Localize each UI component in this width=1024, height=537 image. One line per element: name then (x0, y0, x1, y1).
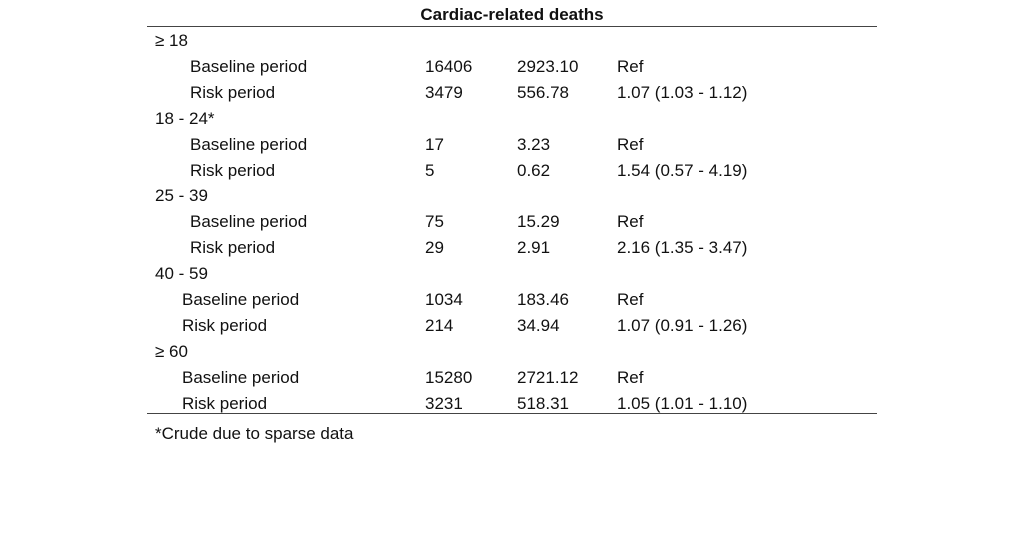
count: 5 (425, 160, 435, 180)
rate: 15.29 (517, 212, 560, 232)
rate-ratio: 1.07 (0.91 - 1.26) (617, 315, 748, 335)
rate-ratio: Ref (617, 367, 644, 387)
table-title: Cardiac-related deaths (420, 5, 604, 24)
row-label: Baseline period (190, 134, 308, 154)
row-label: Risk period (182, 315, 268, 335)
count: 75 (425, 212, 444, 232)
rate-ratio: 1.05 (1.01 - 1.10) (617, 393, 748, 413)
count: 16406 (425, 56, 473, 76)
rate: 34.94 (517, 315, 560, 335)
group-label: 25 - 39 (155, 186, 208, 206)
rate: 183.46 (517, 290, 569, 309)
bottom-rule (147, 413, 877, 414)
rate-ratio: Ref (617, 290, 644, 309)
row-label: Baseline period (190, 212, 308, 232)
row-label: Baseline period (190, 56, 308, 76)
rate: 2.91 (517, 238, 551, 258)
top-rule (147, 26, 877, 27)
group-label: 18 - 24* (155, 108, 215, 128)
count: 29 (425, 238, 444, 258)
count: 3479 (425, 82, 463, 102)
row-label: Risk period (190, 82, 276, 102)
rate-ratio: 1.07 (1.03 - 1.12) (617, 82, 748, 102)
row-label: Baseline period (182, 290, 300, 309)
rate-ratio: Ref (617, 134, 644, 154)
rate: 2721.12 (517, 367, 579, 387)
rate: 518.31 (517, 393, 569, 413)
count: 214 (425, 315, 454, 335)
row-label: Risk period (190, 238, 276, 258)
rate-ratio: Ref (617, 212, 644, 232)
footnote: *Crude due to sparse data (155, 424, 354, 443)
rate: 2923.10 (517, 56, 579, 76)
group-label: ≥ 18 (155, 31, 188, 50)
group-label: 40 - 59 (155, 264, 208, 284)
count: 15280 (425, 367, 473, 387)
rate: 3.23 (517, 134, 551, 154)
rate: 556.78 (517, 82, 569, 102)
count: 1034 (425, 290, 463, 309)
group-label: ≥ 60 (155, 341, 188, 361)
count: 17 (425, 134, 444, 154)
rate-ratio: Ref (617, 56, 644, 76)
row-label: Risk period (182, 393, 268, 413)
rate-ratio: 2.16 (1.35 - 3.47) (617, 238, 748, 258)
row-label: Risk period (190, 160, 276, 180)
count: 3231 (425, 393, 463, 413)
row-label: Baseline period (182, 367, 300, 387)
rate: 0.62 (517, 160, 551, 180)
rate-ratio: 1.54 (0.57 - 4.19) (617, 160, 748, 180)
